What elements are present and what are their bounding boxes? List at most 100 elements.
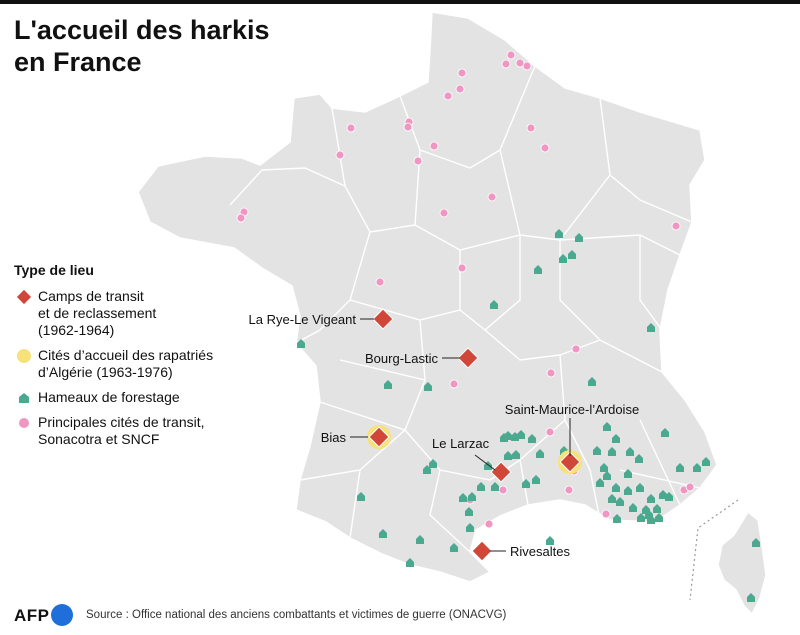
hameau-marker — [504, 451, 512, 460]
hameau-marker — [608, 494, 616, 503]
hameau-marker — [593, 446, 601, 455]
transit-city-marker — [498, 485, 508, 495]
legend-camps-line-3: (1962-1964) — [38, 322, 115, 338]
hameau-marker — [477, 482, 485, 491]
transit-city-marker — [515, 58, 525, 68]
hameau-marker — [653, 504, 661, 513]
hameau-marker — [616, 497, 624, 506]
hameau-marker — [637, 513, 645, 522]
hameau-marker — [600, 463, 608, 472]
hameau-marker — [465, 507, 473, 516]
hameau-marker — [647, 494, 655, 503]
afp-logo-dot — [51, 604, 73, 626]
hameau-marker — [532, 475, 540, 484]
camp-marker — [372, 308, 394, 330]
hameau-marker — [546, 536, 554, 545]
hameau-marker — [468, 492, 476, 501]
hameau-marker — [655, 513, 663, 522]
hameau-marker — [575, 233, 583, 242]
legend-item-transit: Principales cités de transit, Sonacotra … — [14, 414, 244, 448]
transit-city-marker — [484, 519, 494, 529]
transit-city-marker — [346, 123, 356, 133]
hameau-marker — [747, 593, 755, 602]
hameau-marker — [555, 229, 563, 238]
transit-city-marker — [413, 156, 423, 166]
hameau-marker — [624, 486, 632, 495]
region-boundaries — [229, 65, 701, 553]
title-line-1: L'accueil des harkis — [14, 15, 270, 45]
transit-city-marker — [403, 122, 413, 132]
hameau-marker — [612, 483, 620, 492]
camps-layer — [368, 308, 581, 562]
hameau-marker — [536, 449, 544, 458]
pink-dot-icon — [19, 418, 29, 428]
hameau-marker — [416, 535, 424, 544]
hameau-marker — [596, 478, 604, 487]
hameau-marker — [500, 433, 508, 442]
hameau-marker — [297, 339, 305, 348]
hameau-marker — [629, 503, 637, 512]
hameau-marker — [603, 471, 611, 480]
transit-city-marker — [375, 277, 385, 287]
hameau-marker — [603, 422, 611, 431]
legend-item-hameaux: Hameaux de forestage — [14, 389, 244, 406]
source-note: Source : Office national des anciens com… — [86, 609, 507, 621]
hameau-marker — [647, 515, 655, 524]
hameau-marker — [676, 463, 684, 472]
camp-marker — [368, 426, 390, 448]
hameau-marker — [559, 254, 567, 263]
label-larzac: Le Larzac — [432, 436, 490, 451]
transit-city-marker — [487, 192, 497, 202]
hameau-marker — [647, 323, 655, 332]
hameau-marker — [459, 493, 467, 502]
transit-city-marker — [685, 482, 695, 492]
transit-city-marker — [457, 263, 467, 273]
transit-city-marker — [335, 150, 345, 160]
transit-city-marker — [501, 59, 511, 69]
legend-item-cites: Cités d’accueil des rapatriés d’Algérie … — [14, 347, 244, 381]
hameau-marker — [693, 463, 701, 472]
transit-city-marker — [506, 50, 516, 60]
label-rye: La Rye-Le Vigeant — [249, 312, 357, 327]
hameau-marker — [424, 382, 432, 391]
legend-cites-line-2: d’Algérie (1963-1976) — [38, 364, 173, 380]
hameau-marker — [624, 469, 632, 478]
hameau-marker — [568, 250, 576, 259]
transit-city-marker — [449, 379, 459, 389]
transit-city-marker — [443, 91, 453, 101]
transit-city-marker — [545, 427, 555, 437]
hameau-marker — [528, 434, 536, 443]
hameau-marker — [357, 492, 365, 501]
hameau-marker — [636, 483, 644, 492]
afp-logo: AFP — [14, 606, 50, 625]
transit-cities-layer — [236, 50, 695, 529]
yellow-circle-icon — [17, 349, 31, 363]
hameau-marker — [608, 447, 616, 456]
hameau-marker — [534, 265, 542, 274]
hameau-marker — [517, 430, 525, 439]
hameau-marker — [661, 428, 669, 437]
legend-cites-line-1: Cités d’accueil des rapatriés — [38, 347, 214, 363]
transit-city-marker — [564, 485, 574, 495]
top-rule — [0, 0, 800, 4]
hameau-marker — [612, 434, 620, 443]
label-bias: Bias — [321, 430, 347, 445]
transit-city-marker — [601, 509, 611, 519]
hameau-marker — [626, 447, 634, 456]
legend-transit-line-1: Principales cités de transit, — [38, 414, 205, 430]
hameau-marker — [491, 482, 499, 491]
hameau-marker — [659, 490, 667, 499]
hameau-marker — [490, 300, 498, 309]
inset-separator — [689, 499, 739, 601]
corsica — [717, 510, 767, 616]
transit-city-marker — [546, 368, 556, 378]
label-saint-maurice: Saint-Maurice-l’Ardoise — [505, 402, 639, 417]
hameau-marker — [406, 558, 414, 567]
transit-city-marker — [526, 123, 536, 133]
hameau-marker — [522, 479, 530, 488]
transit-city-marker — [540, 143, 550, 153]
diamond-icon — [16, 289, 32, 305]
hameau-marker — [450, 543, 458, 552]
camp-marker — [490, 461, 512, 483]
map-title: L'accueil des harkis en France — [14, 14, 314, 78]
